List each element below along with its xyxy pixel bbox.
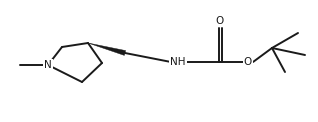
Text: O: O <box>216 16 224 26</box>
Text: NH: NH <box>170 57 186 67</box>
Polygon shape <box>88 43 126 55</box>
Text: O: O <box>244 57 252 67</box>
Text: N: N <box>44 60 52 70</box>
